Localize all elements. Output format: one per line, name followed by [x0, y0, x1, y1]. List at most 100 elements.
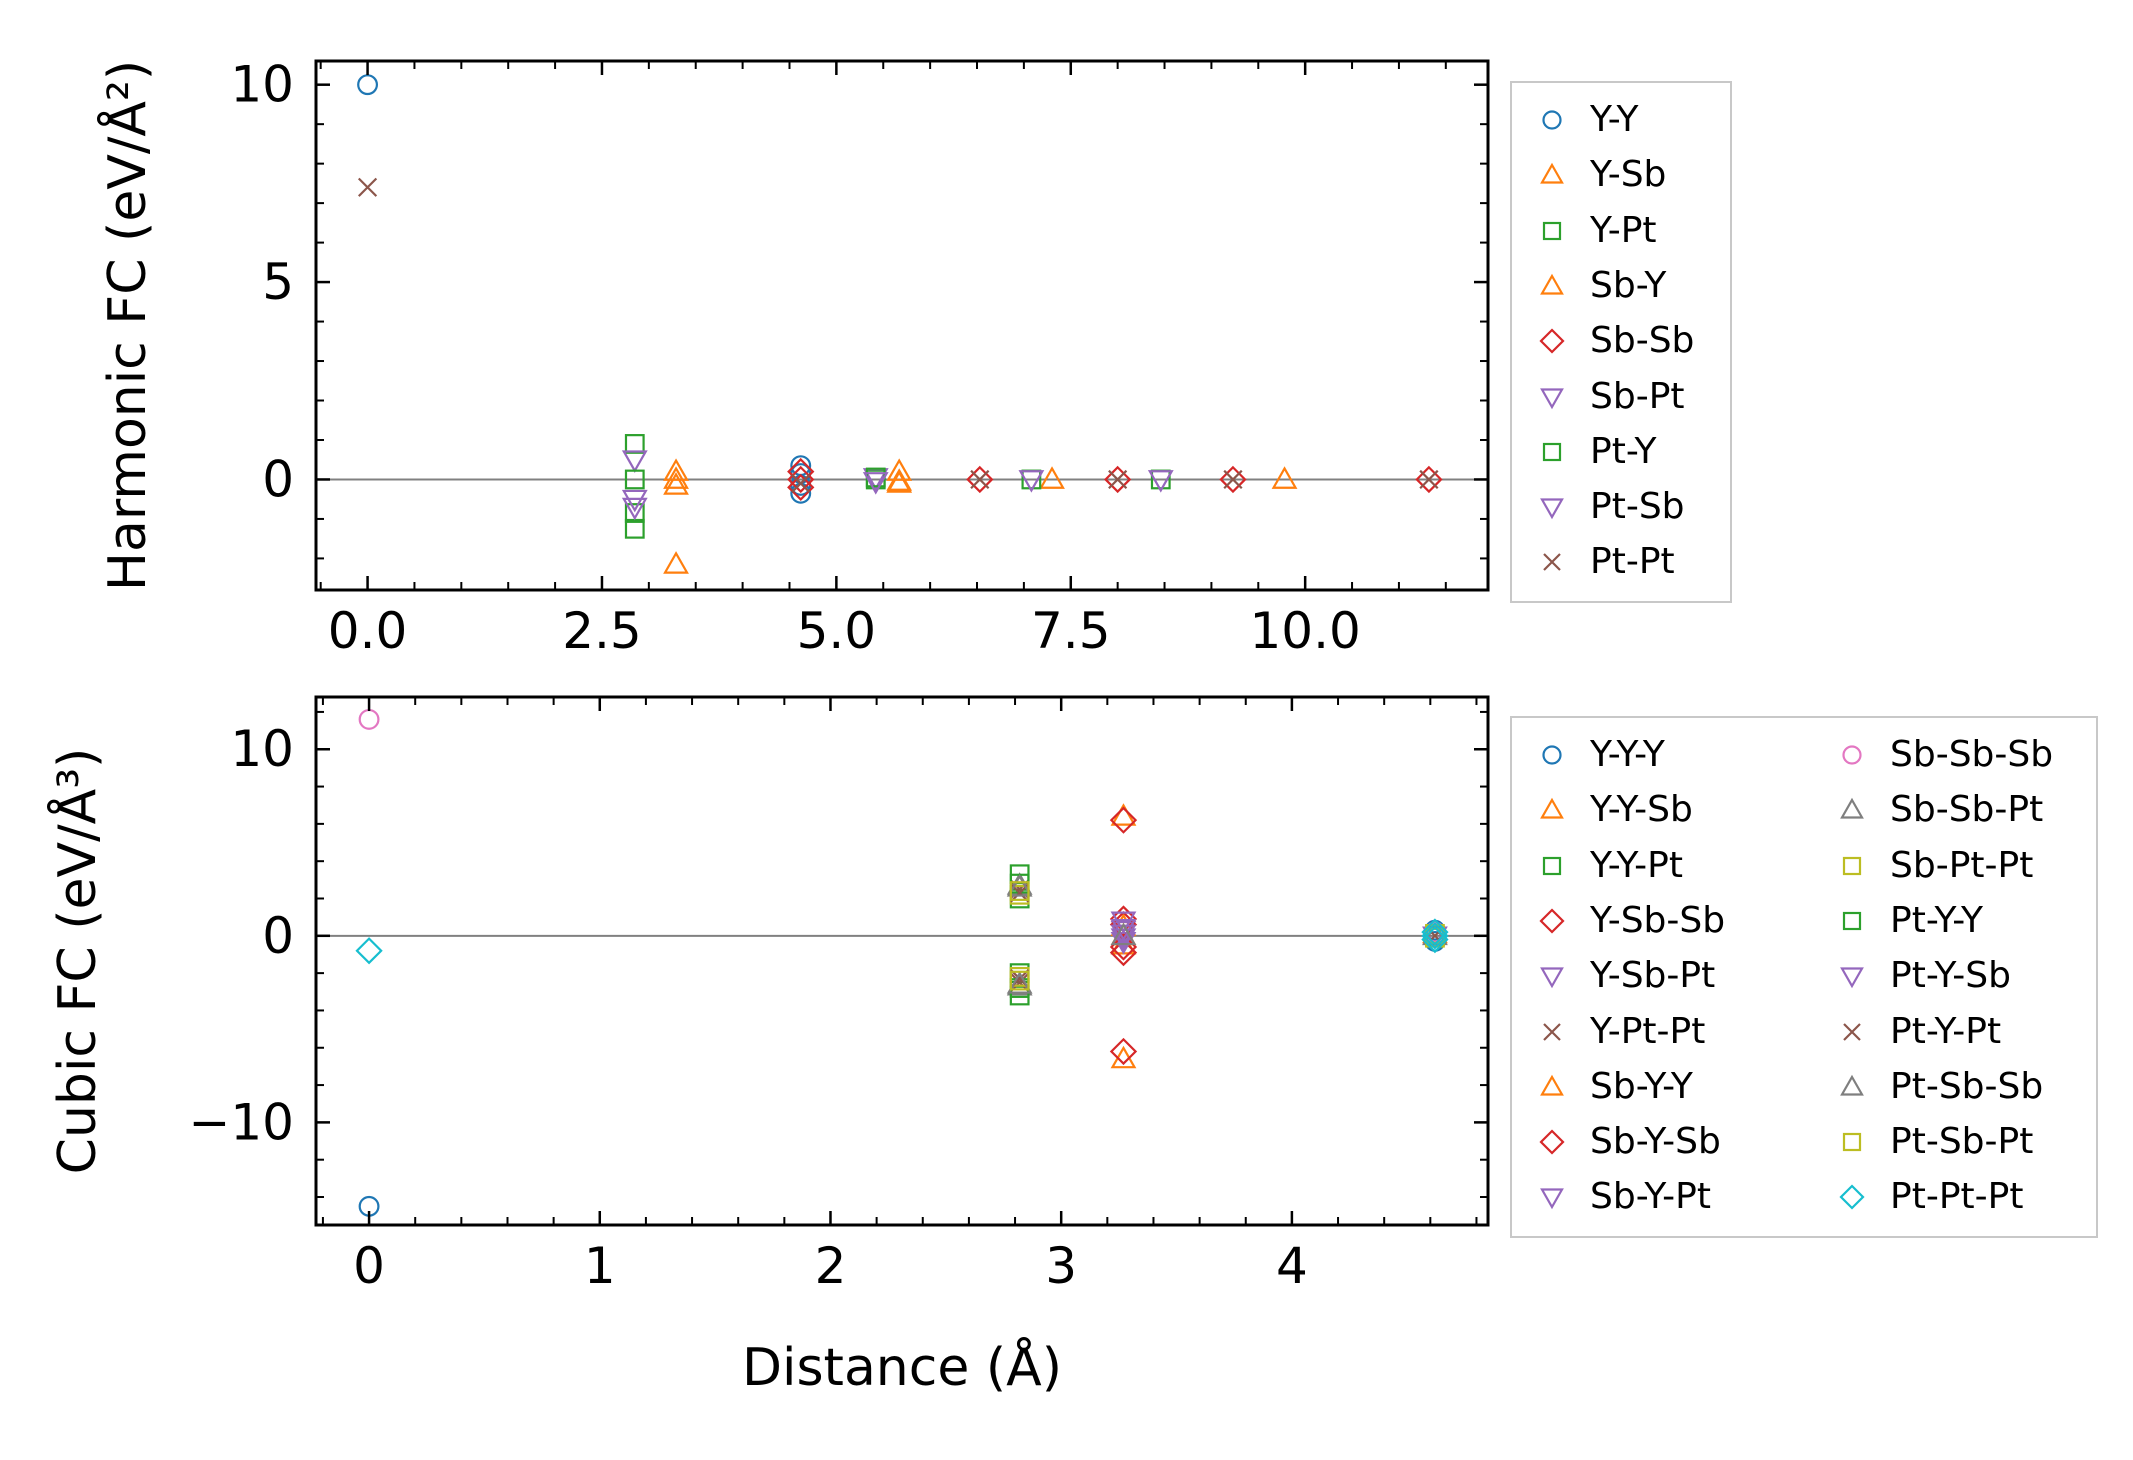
legend-label: Pt-Sb-Sb	[1890, 1065, 2044, 1107]
legend-marker-triangle-up-icon	[1540, 163, 1564, 184]
series-sb-sb-sb	[358, 708, 1446, 943]
legend-label: Sb-Y-Pt	[1590, 1176, 1711, 1218]
data-point-y-sb	[1271, 466, 1298, 489]
y-tick-label: 0	[262, 450, 294, 508]
legend-label: Y-Y-Sb	[1590, 789, 1693, 831]
series-y-sb-sb	[1109, 806, 1138, 1066]
legend-label: Sb-Pt	[1590, 375, 1685, 417]
legend-marker-triangle-up-icon	[1540, 1074, 1564, 1096]
data-point-pt-sb-pt	[1009, 970, 1030, 991]
legend-marker-triangle-up-icon	[1540, 273, 1564, 295]
legend-marker-triangle-down-icon	[1540, 387, 1564, 409]
data-point-y-sb-sb	[1109, 806, 1138, 834]
x-tick-label: 7.5	[1031, 602, 1111, 660]
legend-marker-diamond-icon	[1539, 908, 1565, 934]
legend-label: Y-Sb-Pt	[1590, 955, 1716, 997]
data-point-sb-sb-sb	[358, 708, 380, 730]
y-axis-label: Harmonic FC (eV/Å²)	[96, 60, 158, 591]
legend-marker-triangle-up-icon	[1840, 1074, 1864, 1096]
x-tick-label: 5.0	[797, 602, 877, 660]
data-point-pt-sb-sb	[1110, 922, 1137, 946]
series-y-y-y	[358, 919, 1446, 1217]
y-tick-label: 10	[230, 720, 294, 778]
series-y-pt	[624, 434, 1171, 539]
legend-label: Sb-Y	[1590, 264, 1667, 306]
legend-label: Pt-Y-Pt	[1890, 1010, 2002, 1052]
data-point-y-pt	[624, 434, 645, 454]
data-point-pt-pt-pt	[355, 937, 383, 965]
legend-marker-square-icon	[1542, 856, 1562, 875]
y-tick-label: 0	[262, 907, 294, 965]
legend-label: Y-Y-Y	[1590, 734, 1665, 775]
legend-marker-diamond-icon	[1539, 1129, 1565, 1155]
legend-marker-triangle-down-icon	[1840, 967, 1864, 989]
data-point-pt-y-sb	[1110, 928, 1137, 951]
x-tick-label: 2.5	[562, 602, 642, 660]
legend-marker-triangle-up-icon	[1540, 798, 1564, 819]
legend-marker-circle-icon	[1542, 745, 1562, 765]
data-point-sb-y	[663, 466, 689, 489]
x-axis-label: Distance (Å)	[742, 1336, 1062, 1398]
data-point-sb-y-pt	[1110, 911, 1137, 935]
data-point-sb-pt	[621, 489, 648, 513]
legend-marker-x-icon	[1843, 1022, 1861, 1041]
data-point-y-sb	[886, 458, 913, 481]
data-point-y-y	[357, 74, 379, 96]
legend-marker-square-icon	[1542, 442, 1562, 461]
data-point-pt-sb-sb	[1006, 971, 1033, 994]
x-tick-label: 0	[353, 1237, 385, 1295]
harmonic-fc-plot: 0.0 2.5 5.0 7.5 10.0 0 5 10 Harmonic FC (eV/Å²)	[96, 56, 1490, 660]
legend-label: Sb-Sb-Sb	[1890, 734, 2054, 775]
y-tick-label: 5	[262, 253, 294, 311]
legend-marker-square-icon	[1842, 911, 1862, 930]
legend-marker-square-icon	[1842, 856, 1862, 875]
data-point-y-sb	[663, 458, 689, 481]
x-tick-label: 2	[815, 1237, 847, 1295]
legend-label: Sb-Sb-Pt	[1890, 789, 2044, 831]
legend-label: Y-Pt	[1590, 209, 1657, 251]
data-point-y-sb	[663, 472, 689, 495]
legend-marker-diamond-icon	[1539, 328, 1565, 354]
data-point-pt-pt	[357, 177, 378, 197]
series-pt-sb-sb	[1006, 874, 1137, 994]
data-point-pt-pt-pt	[1421, 922, 1449, 950]
y-tick-label: 10	[230, 56, 294, 114]
data-point-pt-pt	[1223, 469, 1243, 490]
series-pt-pt-pt	[355, 918, 1449, 965]
data-point-y-pt	[624, 503, 645, 523]
x-tick-label: 4	[1276, 1237, 1308, 1295]
y-axis-label: Cubic FC (eV/Å³)	[46, 748, 108, 1175]
legend-label: Sb-Y-Sb	[1590, 1121, 1721, 1163]
legend-marker-triangle-up-icon	[1840, 798, 1864, 819]
data-point-pt-pt	[791, 473, 811, 493]
cubic-legend: Y-Y-Y Y-Y-Sb Y-Y-Pt Y-Sb-Sb Y-Sb-Pt Y-Pt-Pt Sb…	[1510, 716, 2098, 1238]
legend-marker-triangle-down-icon	[1540, 967, 1564, 989]
data-point-sb-y	[886, 468, 913, 491]
data-point-sb-sb	[1415, 465, 1443, 494]
data-point-pt-sb	[621, 497, 648, 521]
legend-marker-square-icon	[1542, 221, 1562, 240]
data-point-sb-pt	[1018, 470, 1045, 493]
data-point-sb-sb	[1103, 465, 1132, 494]
data-point-sb-sb	[1219, 465, 1247, 494]
series-sb-y-y	[1110, 920, 1448, 946]
series-y-sb-pt	[1110, 920, 1448, 955]
data-point-y-sb-sb	[1109, 1037, 1138, 1066]
legend-label: Y-Y-Pt	[1590, 844, 1683, 886]
legend-marker-circle-icon	[1542, 110, 1562, 130]
legend-label: Pt-Pt-Pt	[1890, 1176, 2024, 1218]
data-point-pt-pt	[1419, 469, 1439, 490]
data-point-sb-pt	[621, 450, 648, 473]
legend-label: Pt-Y-Sb	[1890, 955, 2011, 997]
data-point-y-sb	[1039, 466, 1065, 489]
axis-ticks	[316, 697, 1488, 1225]
legend-marker-triangle-down-icon	[1540, 498, 1564, 520]
series-y-y	[357, 74, 812, 504]
data-point-y-sb	[663, 551, 689, 574]
y-tick-label: −10	[188, 1093, 294, 1151]
series-pt-sb	[621, 472, 889, 521]
legend-label: Sb-Sb	[1590, 320, 1695, 362]
data-point-y-sb-sb	[1109, 938, 1138, 967]
data-point-pt-sb	[862, 472, 889, 495]
